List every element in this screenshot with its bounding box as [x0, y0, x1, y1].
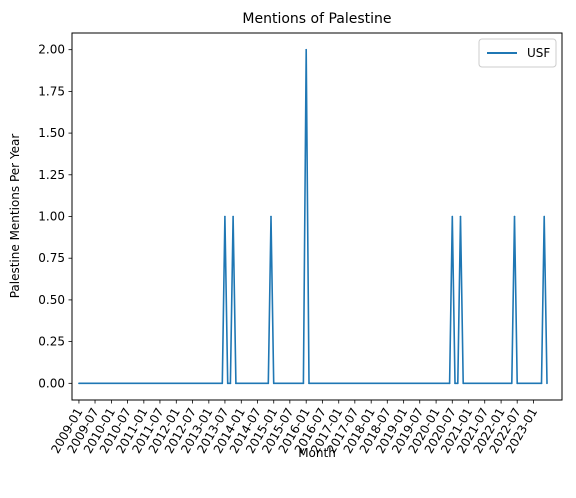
data-point	[456, 382, 459, 385]
chart-title: Mentions of Palestine	[242, 11, 391, 27]
data-point	[459, 215, 462, 218]
data-point	[462, 382, 465, 385]
data-point	[226, 382, 229, 385]
data-point	[302, 382, 305, 385]
data-point	[78, 382, 80, 385]
y-tick-label: 0.00	[38, 376, 65, 390]
plot-area	[78, 48, 548, 385]
data-point	[543, 215, 546, 218]
legend: USF	[478, 38, 557, 68]
legend-label-usf: USF	[527, 46, 550, 60]
data-point	[235, 382, 237, 385]
data-point	[308, 382, 310, 385]
data-point	[513, 215, 516, 218]
data-point	[451, 215, 454, 218]
data-point	[229, 382, 232, 385]
data-point	[540, 382, 543, 385]
plot-frame	[71, 32, 563, 401]
x-axis-title: Month	[298, 446, 336, 460]
data-point	[232, 215, 234, 218]
y-tick-label: 1.25	[38, 168, 65, 182]
y-axis-title: Palestine Mentions Per Year	[8, 134, 22, 299]
y-tick-label: 1.00	[38, 210, 65, 224]
y-tick-label: 1.50	[38, 126, 65, 140]
y-tick-label: 1.75	[38, 84, 65, 98]
data-point	[516, 382, 518, 385]
data-point	[270, 215, 272, 218]
series-line-usf	[78, 48, 548, 385]
y-tick-label: 0.75	[38, 251, 65, 265]
data-point	[272, 382, 275, 385]
x-axis: 2009-012009-072010-012010-072011-012011-…	[48, 400, 540, 456]
y-axis: 0.00 0.25 0.50 0.75 1.00 1.25 1.50 1.75 2.00	[38, 43, 72, 390]
data-point	[221, 382, 224, 385]
data-point	[454, 382, 456, 385]
legend-box	[478, 38, 557, 68]
data-point	[267, 382, 270, 385]
data-point	[546, 382, 548, 385]
y-tick-label: 0.50	[38, 293, 65, 307]
data-point	[448, 382, 451, 385]
data-point	[510, 382, 513, 385]
data-point	[224, 215, 226, 218]
y-tick-label: 0.25	[38, 335, 65, 349]
y-tick-label: 2.00	[38, 43, 65, 57]
data-point	[305, 48, 307, 51]
